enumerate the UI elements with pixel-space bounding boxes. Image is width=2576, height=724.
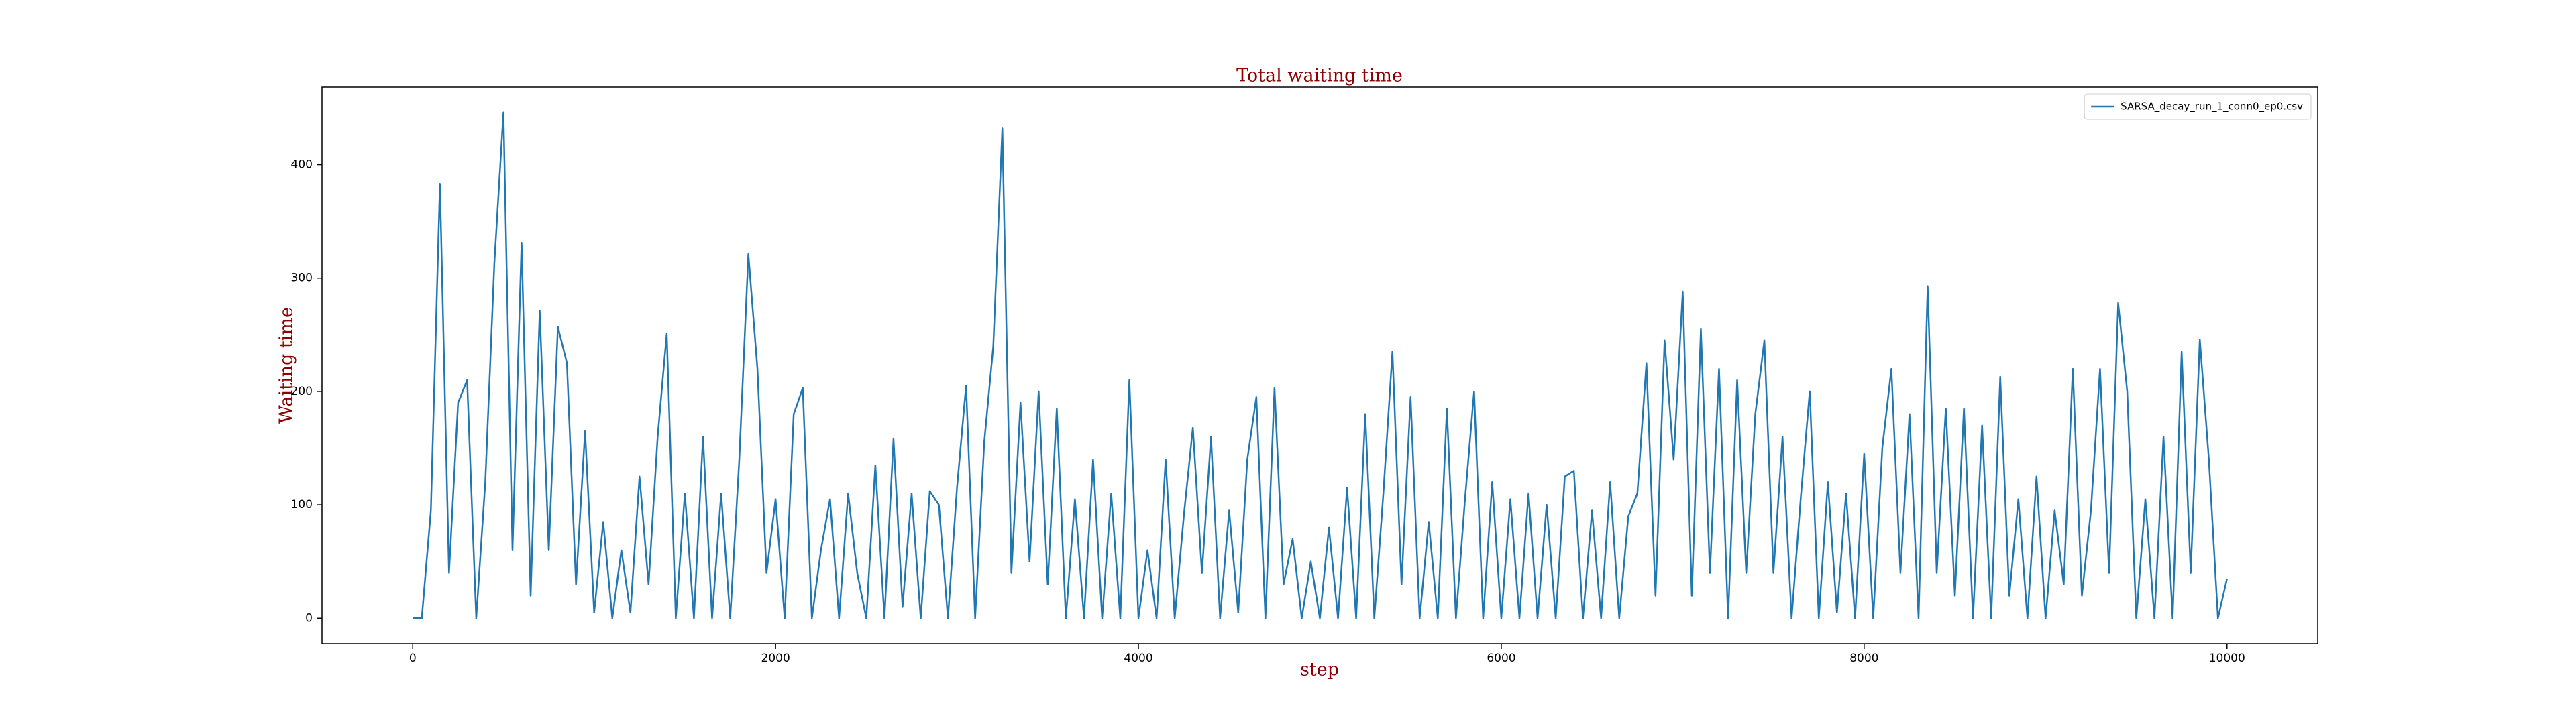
x-tick-label: 8000: [1849, 652, 1878, 665]
y-tick-label: 400: [291, 158, 313, 172]
x-tick-label: 2000: [761, 652, 790, 665]
x-tick-label: 6000: [1487, 652, 1515, 665]
y-tick-label: 0: [305, 611, 313, 625]
plot-frame: [321, 86, 2318, 644]
chart-title: Total waiting time: [1236, 66, 1403, 86]
legend-box: [2084, 93, 2312, 120]
x-tick-label: 4000: [1124, 652, 1152, 665]
y-tick-label: 300: [291, 272, 313, 285]
data-line: [413, 111, 2228, 619]
x-tick-label: 0: [409, 652, 417, 665]
y-tick-label: 100: [291, 498, 313, 511]
legend: SARSA_decay_run_1_conn0_ep0.csv: [2084, 93, 2312, 120]
y-tick-label: 200: [291, 385, 313, 398]
x-tick-label: 10000: [2209, 652, 2245, 665]
x-axis-label: step: [1300, 660, 1339, 680]
y-axis-label: Waiting time: [276, 307, 297, 424]
legend-label: SARSA_decay_run_1_conn0_ep0.csv: [2121, 101, 2303, 113]
